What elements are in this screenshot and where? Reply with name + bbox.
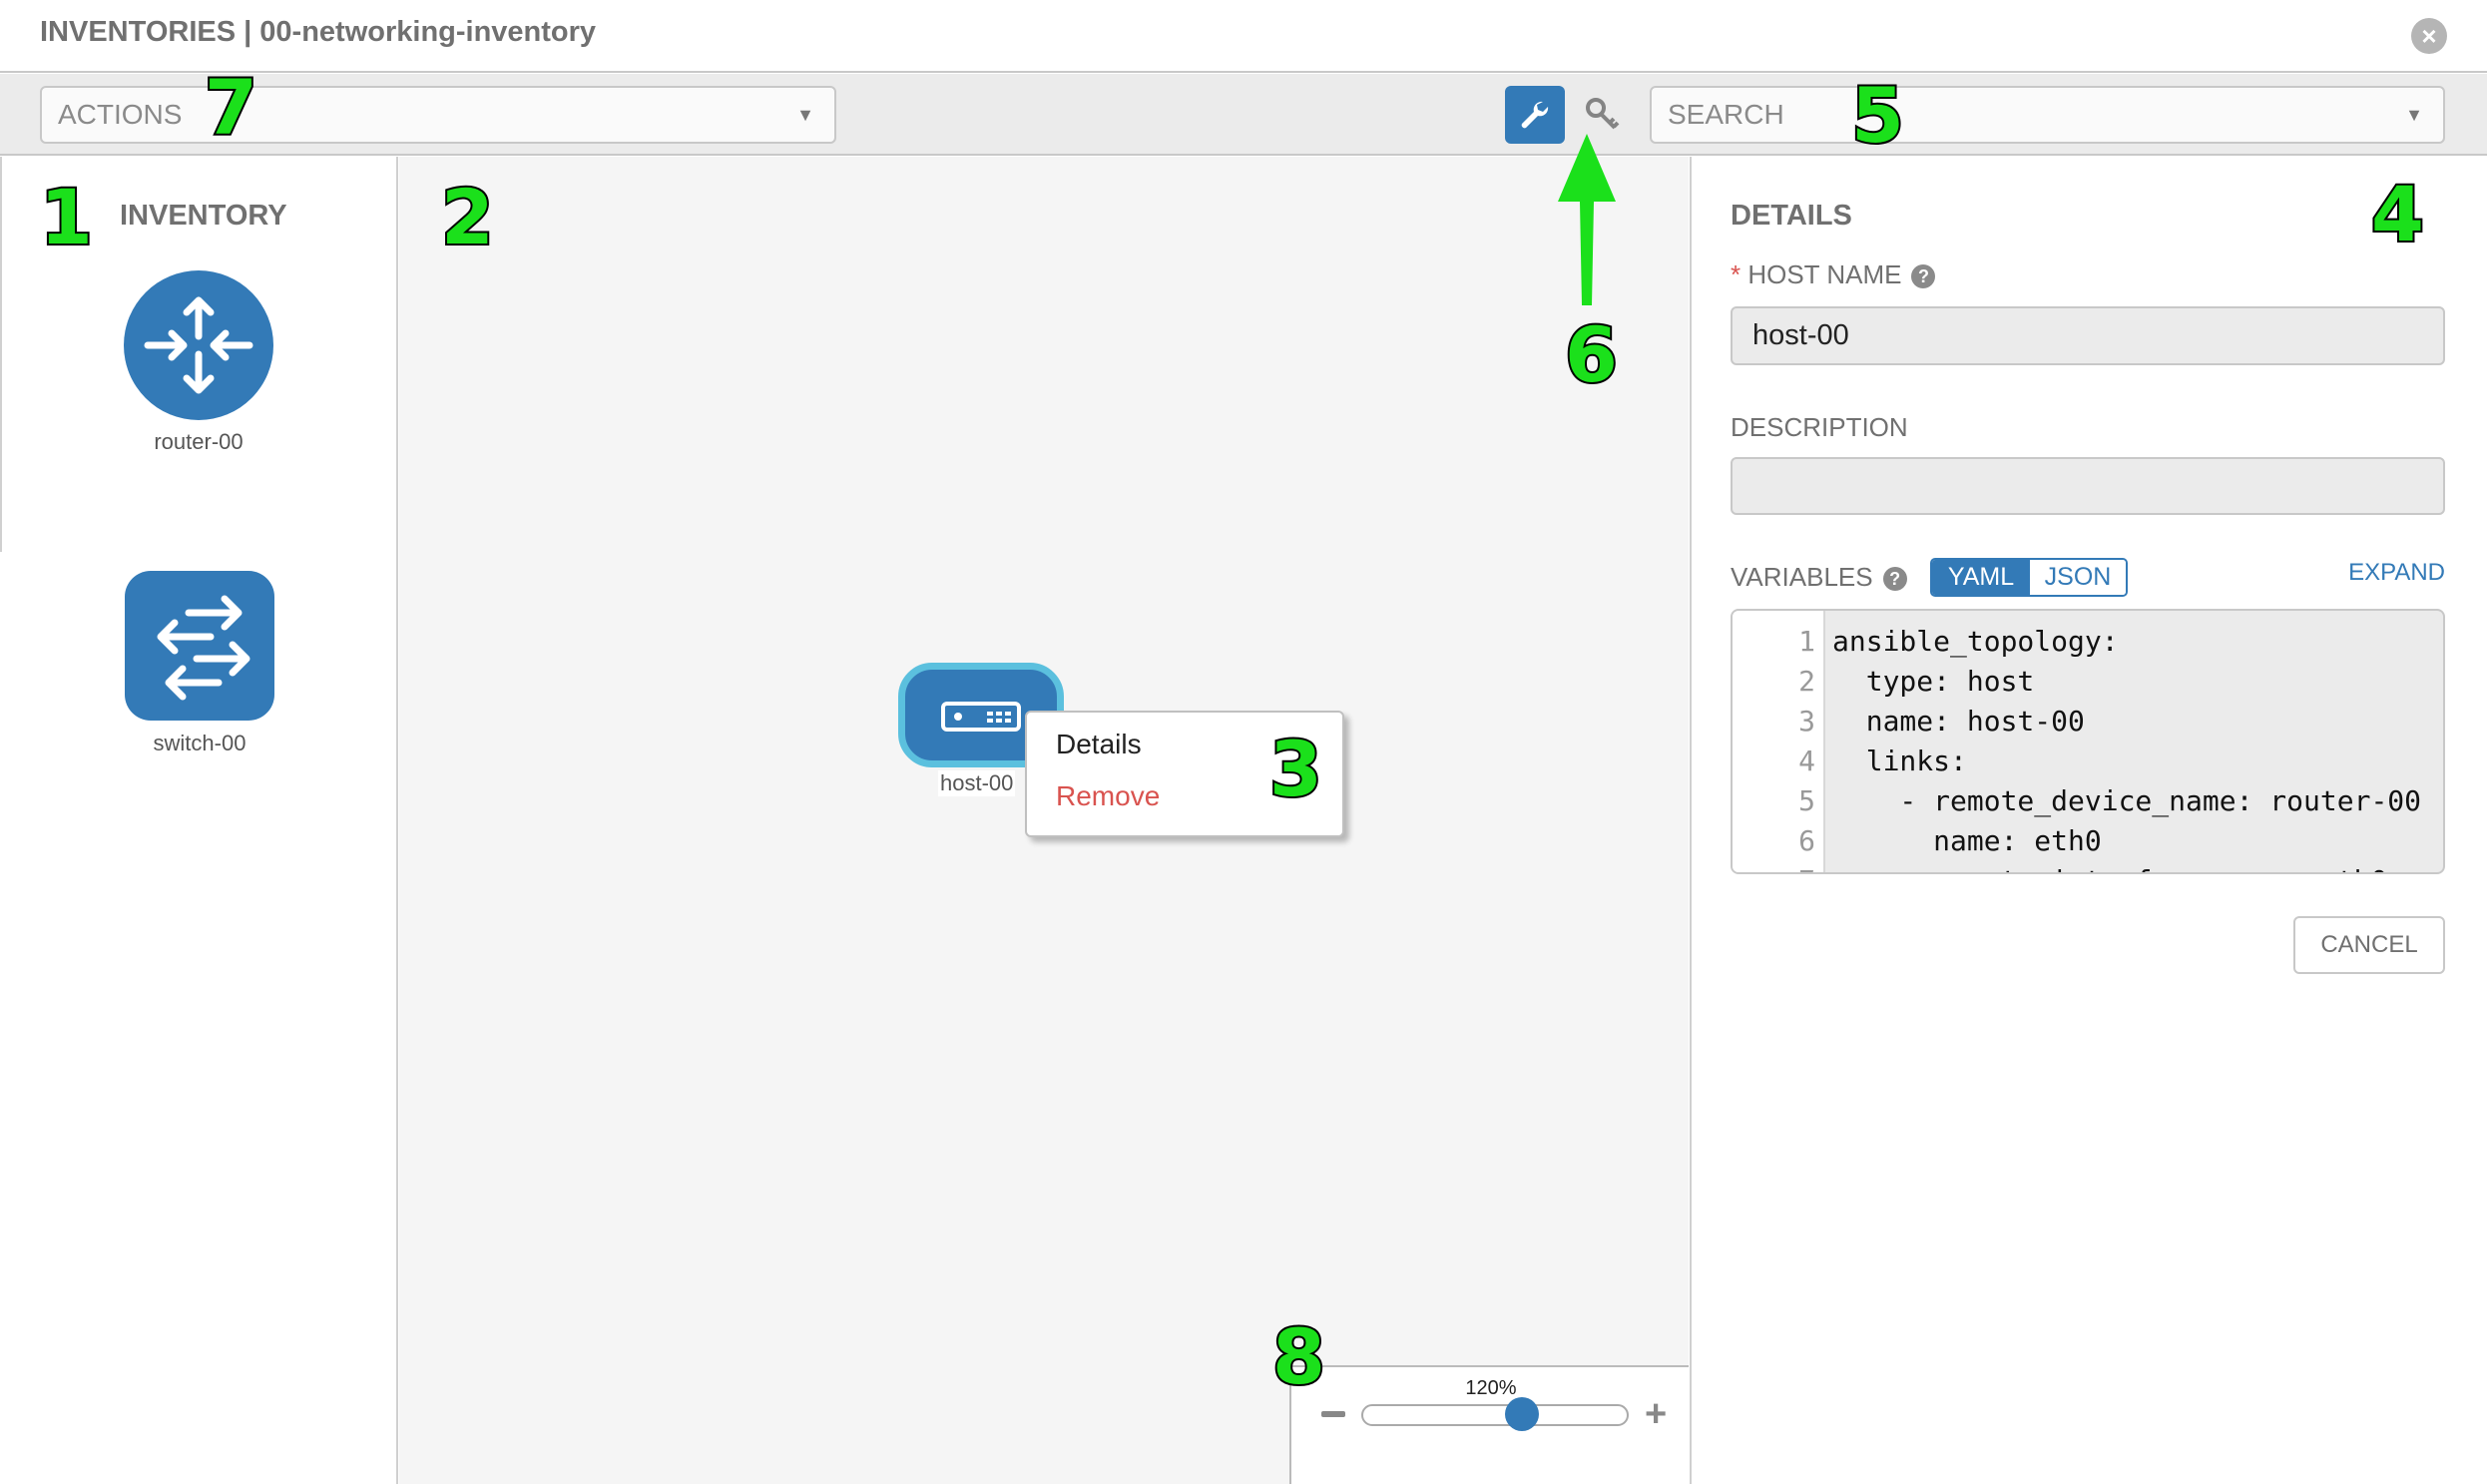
host-name-label-text: HOST NAME (1747, 259, 1902, 289)
annotation-8: 8 (1270, 1312, 1327, 1401)
switch-icon[interactable] (125, 571, 274, 721)
cancel-button[interactable]: CANCEL (2293, 916, 2445, 974)
host-name-input[interactable]: host-00 (1731, 306, 2445, 365)
zoom-in-icon[interactable]: + (1645, 1393, 1668, 1435)
yaml-toggle[interactable]: YAML (1932, 560, 2030, 595)
search-dropdown[interactable]: SEARCH ▼ (1650, 86, 2445, 144)
format-toggle: YAML JSON (1930, 558, 2128, 597)
help-icon[interactable]: ? (1911, 264, 1936, 289)
line-number: 5 (1798, 784, 1815, 817)
description-label: DESCRIPTION (1731, 412, 1908, 442)
actions-label: ACTIONS (58, 99, 183, 130)
header-bar: INVENTORIES | 00-networking-inventory × (0, 0, 2487, 73)
code-line: type: host (1832, 665, 2035, 698)
page-title: INVENTORIES | 00-networking-inventory (40, 16, 597, 48)
zoom-control: 120% + (1289, 1365, 1689, 1484)
help-icon[interactable]: ? (1882, 567, 1907, 592)
variables-label-text: VARIABLES (1731, 562, 1873, 592)
annotation-arrow-icon (1558, 134, 1616, 305)
router-label: router-00 (154, 429, 244, 454)
line-number: 6 (1798, 824, 1815, 857)
chevron-down-icon: ▼ (2405, 105, 2423, 125)
switch-label: switch-00 (153, 731, 247, 755)
description-input[interactable] (1731, 457, 2445, 515)
annotation-7: 7 (203, 63, 259, 152)
zoom-slider-thumb[interactable] (1504, 1397, 1539, 1431)
line-number: 4 (1798, 744, 1815, 777)
close-icon[interactable]: × (2411, 18, 2447, 54)
code-line: name: eth0 (1832, 824, 2102, 857)
code-line: - remote_device_name: router-00 (1832, 784, 2422, 817)
toolbar: ACTIONS ▼ SEARCH ▼ (0, 74, 2487, 156)
variables-code-editor[interactable]: 1 ansible_topology: 2 type: host 3 name: ho… (1731, 609, 2445, 874)
json-toggle[interactable]: JSON (2030, 560, 2126, 595)
inventory-title: INVENTORY (120, 200, 287, 232)
annotation-3: 3 (1267, 725, 1324, 813)
host-node-label: host-00 (938, 770, 1016, 796)
expand-link[interactable]: EXPAND (2348, 559, 2445, 586)
annotation-6: 6 (1563, 310, 1620, 399)
required-asterisk: * (1731, 259, 1748, 289)
chevron-down-icon: ▼ (796, 105, 814, 125)
router-icon[interactable] (124, 270, 273, 420)
line-number: 1 (1798, 625, 1815, 658)
actions-dropdown[interactable]: ACTIONS ▼ (40, 86, 836, 144)
divider (0, 157, 2, 552)
host-name-label: * HOST NAME? (1731, 259, 1936, 290)
zoom-level-label: 120% (1465, 1377, 1517, 1399)
code-line: links: (1832, 744, 1967, 777)
host-server-icon (941, 702, 1021, 732)
zoom-slider-track[interactable] (1361, 1404, 1629, 1426)
context-menu: Details Remove (1025, 711, 1344, 837)
annotation-1: 1 (38, 173, 95, 261)
menu-item-details[interactable]: Details (1056, 729, 1142, 759)
code-line: remote_interface_name: eth0 (1832, 864, 2387, 872)
search-label: SEARCH (1668, 99, 1784, 130)
key-icon[interactable] (1582, 92, 1624, 138)
code-line: ansible_topology: (1832, 625, 2119, 658)
variables-label: VARIABLES? (1731, 562, 1907, 593)
annotation-4: 4 (2369, 170, 2426, 258)
wrench-icon[interactable] (1505, 86, 1565, 144)
annotation-5: 5 (1849, 71, 1906, 160)
line-number: 7 (1733, 864, 1815, 872)
menu-item-remove[interactable]: Remove (1056, 780, 1161, 811)
zoom-out-icon[interactable] (1321, 1411, 1345, 1417)
line-number: 3 (1798, 705, 1815, 738)
line-number-gutter (1733, 611, 1825, 872)
line-number: 2 (1798, 665, 1815, 698)
code-line: name: host-00 (1832, 705, 2085, 738)
annotation-2: 2 (439, 173, 496, 261)
details-title: DETAILS (1731, 200, 1852, 232)
